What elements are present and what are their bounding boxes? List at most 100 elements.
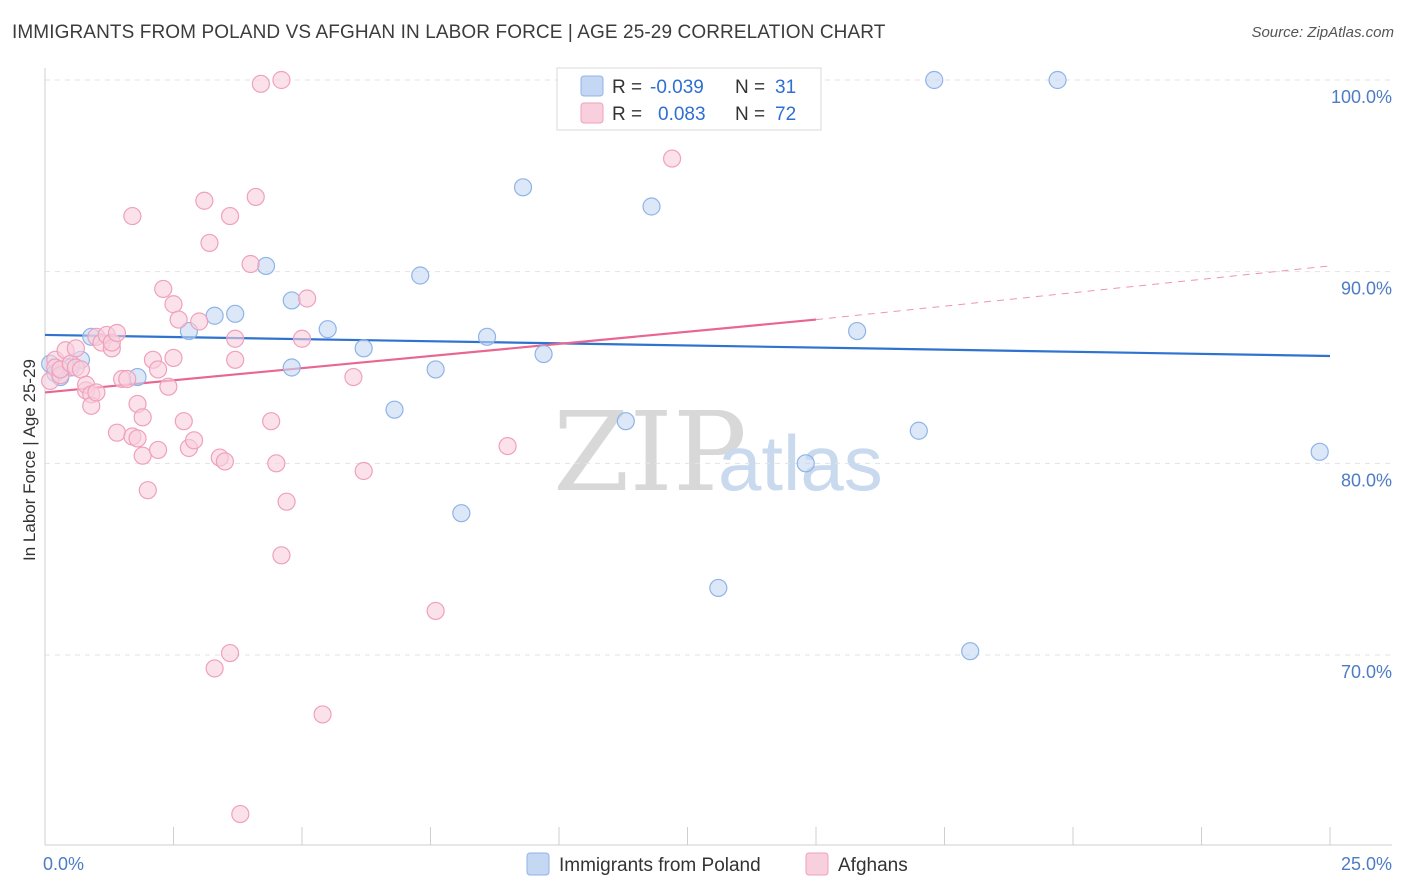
poland-point-32 — [1310, 442, 1329, 461]
afghan-point-26 — [128, 429, 147, 448]
afghan-point-65 — [354, 461, 373, 481]
legend-n-label-afghan: N = — [735, 104, 765, 125]
afghan-point-9 — [71, 360, 91, 379]
afghan-point-36 — [164, 348, 183, 368]
poland-point-14 — [354, 339, 373, 358]
poland-point-22 — [616, 412, 635, 431]
afghan-point-43 — [195, 191, 214, 210]
bottom-legend-swatch-poland — [526, 852, 550, 876]
afghan-point-63 — [313, 705, 332, 724]
legend-r-label-poland: R = — [612, 77, 642, 98]
y-tick-labels: 100.0% 90.0% 80.0% 70.0% — [1331, 87, 1392, 682]
afghan-point-61 — [292, 329, 312, 348]
afghan-point-59 — [272, 70, 291, 90]
afghan-point-39 — [174, 412, 193, 431]
afghan-point-58 — [272, 546, 291, 565]
afghan-point-44 — [200, 233, 219, 253]
source-label: Source: ZipAtlas.com — [1251, 24, 1394, 41]
afghan-point-64 — [344, 367, 363, 387]
poland-point-8 — [205, 306, 224, 325]
afghan-point-15 — [87, 383, 106, 402]
bottom-legend-label-poland: Immigrants from Poland — [559, 855, 761, 876]
legend-swatch-afghan — [580, 102, 604, 124]
legend-swatch-poland — [580, 75, 604, 97]
poland-point-29 — [925, 70, 944, 90]
legend-r-value-afghan: 0.083 — [658, 104, 706, 125]
poland-point-27 — [848, 321, 867, 341]
trend-line-afghan-extension — [815, 265, 1331, 321]
afghan-point-56 — [262, 412, 281, 431]
poland-point-10 — [256, 256, 276, 276]
afghan-point-52 — [231, 804, 250, 824]
y-tick-label-100: 100.0% — [1331, 87, 1392, 107]
poland-point-11 — [282, 358, 301, 377]
afghan-point-69 — [662, 149, 682, 168]
afghan-point-57 — [267, 454, 286, 473]
afghan-point-66 — [426, 601, 445, 621]
afghan-point-50 — [226, 350, 245, 369]
series-afghan-points — [41, 70, 682, 824]
x-tick-label-left: 0.0% — [43, 854, 84, 874]
y-tick-label-90: 90.0% — [1341, 279, 1392, 299]
poland-point-19 — [477, 327, 497, 346]
legend-n-value-poland: 31 — [775, 77, 796, 98]
afghan-point-38 — [169, 310, 188, 329]
afghan-point-35 — [159, 377, 178, 396]
afghan-point-33 — [148, 360, 168, 379]
afghan-point-21 — [107, 423, 127, 442]
poland-point-16 — [411, 266, 430, 285]
afghan-point-28 — [133, 408, 152, 427]
afghan-point-48 — [220, 643, 240, 663]
legend-r-value-poland: -0.039 — [650, 77, 704, 98]
trend-line-poland — [44, 333, 1331, 358]
poland-point-9 — [226, 304, 245, 323]
poland-point-20 — [513, 178, 533, 197]
afghan-point-67 — [498, 436, 517, 456]
afghan-point-25 — [123, 206, 142, 226]
poland-point-17 — [426, 360, 445, 379]
legend-n-label-poland: N = — [735, 77, 765, 98]
trend-lines — [44, 265, 1331, 394]
afghan-point-41 — [184, 431, 204, 450]
watermark-zip: ZIP — [553, 388, 747, 516]
poland-point-18 — [452, 504, 471, 523]
poland-point-21 — [534, 344, 553, 364]
legend-r-label-afghan: R = — [612, 104, 642, 125]
y-tick-label-70: 70.0% — [1341, 662, 1392, 682]
afghan-point-23 — [118, 369, 137, 389]
afghan-point-45 — [205, 659, 224, 678]
poland-point-31 — [1048, 70, 1067, 90]
correlation-legend: R = -0.039 N = 31 R = 0.083 N = 72 — [556, 67, 822, 131]
poland-point-23 — [642, 197, 661, 216]
afghan-point-42 — [190, 312, 209, 331]
afghan-point-60 — [277, 492, 296, 511]
series-legend: Immigrants from Poland Afghans — [526, 852, 908, 876]
poland-point-13 — [318, 320, 337, 339]
afghan-point-8 — [66, 339, 85, 358]
gridlines — [45, 79, 1392, 656]
poland-point-30 — [961, 642, 980, 661]
bottom-legend-swatch-afghan — [805, 852, 829, 876]
axes — [44, 68, 1392, 846]
y-axis-label: In Labor Force | Age 25-29 — [20, 359, 39, 561]
afghan-point-30 — [138, 481, 157, 500]
afghan-point-37 — [164, 295, 183, 314]
afghan-point-53 — [241, 254, 260, 274]
afghan-point-34 — [154, 279, 173, 299]
afghan-point-47 — [215, 452, 234, 471]
afghan-point-51 — [226, 329, 245, 348]
afghan-point-54 — [246, 187, 265, 207]
afghan-point-20 — [107, 323, 127, 343]
chart-title: IMMIGRANTS FROM POLAND VS AFGHAN IN LABO… — [12, 22, 886, 43]
afghan-point-32 — [148, 440, 168, 460]
poland-point-15 — [385, 400, 404, 419]
poland-point-28 — [909, 421, 928, 440]
afghan-point-62 — [298, 289, 317, 308]
poland-point-25 — [709, 578, 728, 598]
x-tick-label-right: 25.0% — [1341, 854, 1392, 874]
bottom-legend-label-afghan: Afghans — [838, 855, 908, 876]
poland-point-12 — [282, 291, 301, 310]
afghan-point-49 — [220, 206, 240, 226]
poland-point-26 — [796, 454, 815, 473]
